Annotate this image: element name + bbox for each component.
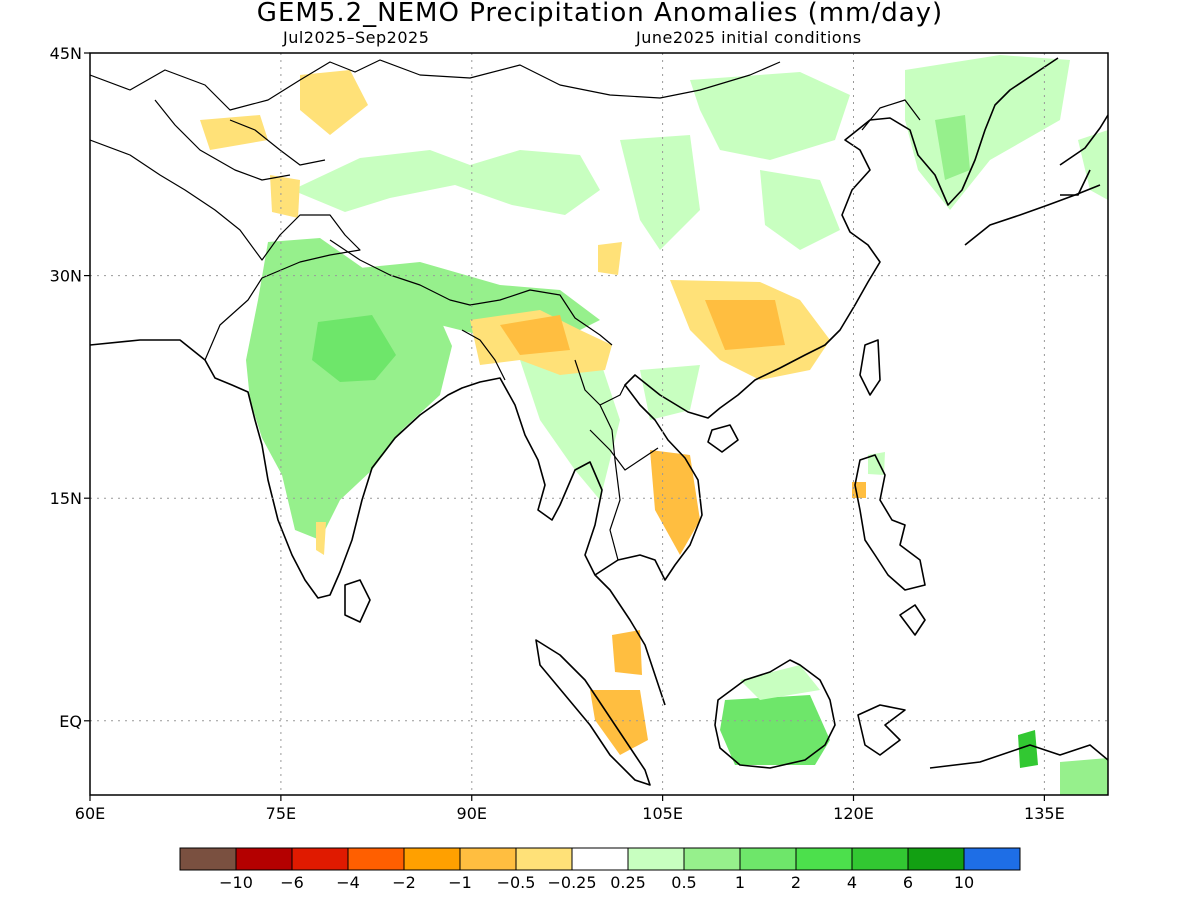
graticule bbox=[90, 53, 1108, 795]
initial-conditions-label: June2025 initial conditions bbox=[636, 28, 862, 47]
lon-tick-label: 120E bbox=[833, 804, 874, 823]
colorbar-swatch bbox=[459, 847, 517, 871]
lon-tick-label: 75E bbox=[266, 804, 296, 823]
colorbar-swatch bbox=[739, 847, 797, 871]
map-area bbox=[90, 53, 1108, 795]
colorbar-label: −1 bbox=[448, 873, 472, 892]
season-label: Jul2025–Sep2025 bbox=[283, 28, 430, 47]
colorbar-label: 2 bbox=[791, 873, 801, 892]
colorbar-swatch bbox=[515, 847, 573, 871]
lat-tick-label: 45N bbox=[50, 44, 82, 63]
colorbar-label: −4 bbox=[336, 873, 360, 892]
colorbar-swatch bbox=[347, 847, 405, 871]
colorbar-swatch bbox=[795, 847, 853, 871]
lat-tick-label: 30N bbox=[50, 267, 82, 286]
colorbar-label: 0.5 bbox=[671, 873, 696, 892]
map-frame bbox=[89, 52, 1109, 796]
colorbar-swatch bbox=[851, 847, 909, 871]
colorbar-swatch bbox=[683, 847, 741, 871]
anomaly-shading bbox=[200, 55, 1108, 795]
lat-tick-label: 15N bbox=[50, 489, 82, 508]
borders bbox=[90, 59, 921, 561]
colorbar-label: −0.25 bbox=[547, 873, 596, 892]
colorbar-swatch bbox=[291, 847, 349, 871]
colorbar-swatch bbox=[403, 847, 461, 871]
lat-tick-label: EQ bbox=[59, 712, 82, 731]
lon-tick-label: 135E bbox=[1024, 804, 1065, 823]
colorbar-label: 0.25 bbox=[610, 873, 646, 892]
colorbar-label: 6 bbox=[903, 873, 913, 892]
map-title: GEM5.2_NEMO Precipitation Anomalies (mm/… bbox=[256, 0, 944, 28]
colorbar-swatch bbox=[235, 847, 293, 871]
colorbar-label: 4 bbox=[847, 873, 857, 892]
colorbar: −10 −6 −4 −2 −1 −0.5 −0.25 0.25 0.5 1 2 4 6 10 bbox=[179, 847, 1021, 892]
axis-ticks: 60E 75E 90E 105E 120E 135E 45N 30N 15N EQ bbox=[50, 44, 1065, 823]
colorbar-swatch bbox=[963, 847, 1021, 871]
colorbar-swatch bbox=[571, 847, 629, 871]
colorbar-label: 1 bbox=[735, 873, 745, 892]
colorbar-swatch bbox=[627, 847, 685, 871]
colorbar-label: 10 bbox=[954, 873, 974, 892]
lon-tick-label: 60E bbox=[75, 804, 105, 823]
lon-tick-label: 105E bbox=[642, 804, 683, 823]
colorbar-label: −0.5 bbox=[497, 873, 536, 892]
colorbar-swatch bbox=[179, 847, 237, 871]
coastlines bbox=[90, 57, 1108, 786]
lon-tick-label: 90E bbox=[457, 804, 487, 823]
colorbar-label: −10 bbox=[219, 873, 253, 892]
colorbar-label: −2 bbox=[392, 873, 416, 892]
colorbar-label: −6 bbox=[280, 873, 304, 892]
colorbar-swatch bbox=[907, 847, 965, 871]
